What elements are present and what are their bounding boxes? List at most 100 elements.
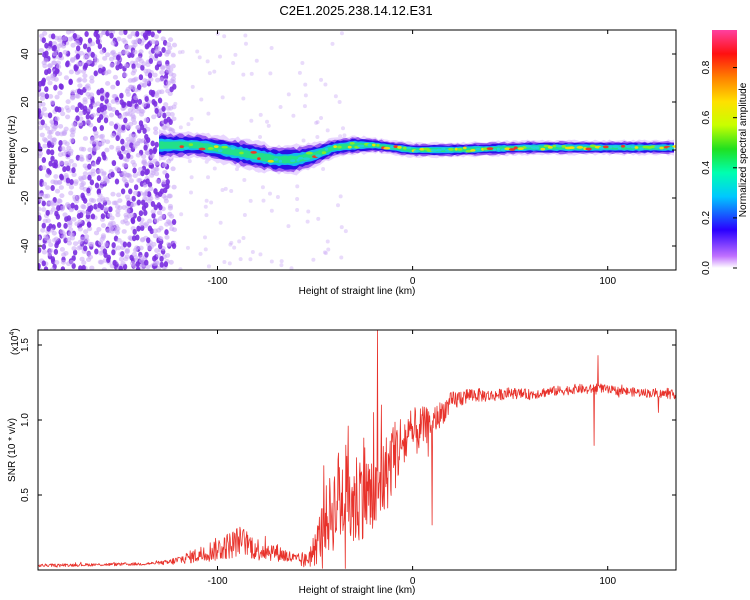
spectrogram-noise-point <box>119 92 124 99</box>
spectrogram-noise-point <box>150 31 155 38</box>
spectrogram-noise-point <box>154 141 159 148</box>
spectrogram-noise-point <box>84 30 89 37</box>
spectrogram-noise-point <box>110 220 116 226</box>
spectrogram-noise-point <box>39 33 45 39</box>
spectrogram-noise-point <box>139 124 145 131</box>
spectrogram-noise-point <box>115 135 120 142</box>
spectrogram-noise-point <box>100 179 106 185</box>
spectrogram-sparse-point <box>269 46 274 51</box>
spectrogram-noise-point <box>123 117 128 124</box>
spectrogram-noise-point <box>60 259 67 265</box>
spectrogram-noise-point <box>136 138 142 143</box>
spectrogram-noise-point <box>44 86 49 93</box>
spectrogram-xlabel: Height of straight line (km) <box>299 286 416 297</box>
spectrogram-noise-point <box>46 167 51 174</box>
spectrogram-noise-point <box>164 229 169 236</box>
spectrogram-band-blob <box>561 145 567 148</box>
spectrogram-noise-point <box>74 106 80 113</box>
spectrogram-noise-point <box>158 243 163 250</box>
spectrogram-noise-point <box>123 142 129 148</box>
spectrogram-noise-point <box>89 179 95 186</box>
spectrogram-noise-point <box>68 158 74 164</box>
spectrogram-noise-point <box>140 64 145 71</box>
spectrogram-noise-point <box>135 261 140 268</box>
spectrogram-noise-point <box>147 160 153 166</box>
spectrogram-noise-point <box>76 61 82 67</box>
spectrogram-band-blob <box>463 146 467 150</box>
spectrogram-band-blob <box>598 146 605 150</box>
spectrogram-noise-point <box>41 260 46 267</box>
spectrogram-noise-point <box>68 78 73 85</box>
spectrogram-noise-point <box>78 265 83 270</box>
spectrogram-noise-point <box>65 202 71 207</box>
spectrogram-noise-point <box>82 97 88 102</box>
spectrogram-noise-point <box>54 260 60 265</box>
spectrogram-noise-point <box>53 84 58 91</box>
spectrogram-noise-point <box>148 196 154 201</box>
spectrogram-noise-point <box>46 225 51 232</box>
spectrogram-noise-point <box>130 260 136 266</box>
spectrogram-noise-point <box>118 114 124 120</box>
spectrogram-band-blob <box>383 146 391 150</box>
spectrogram-sparse-point <box>204 213 209 218</box>
spectrogram-band-blob <box>530 146 538 149</box>
spectrogram-noise-point <box>71 126 77 132</box>
spectrogram-noise-point <box>141 61 147 67</box>
spectrogram-sparse-point <box>305 219 310 224</box>
spectrogram-sparse-point <box>321 167 326 172</box>
spectrogram-signal-band <box>159 129 676 176</box>
spectrogram-noise-point <box>144 259 149 266</box>
spectrogram-noise-point <box>38 153 42 159</box>
spectrogram-noise-point <box>118 63 123 70</box>
spectrogram-noise-point <box>55 213 61 220</box>
spectrogram-sparse-point <box>238 257 243 262</box>
spectrogram-noise-point <box>71 216 77 222</box>
spectrogram-noise-point <box>120 260 126 266</box>
spectrogram-noise-point <box>136 225 141 232</box>
spectrogram-band-blob <box>589 144 597 148</box>
spectrogram-noise-point <box>136 199 142 206</box>
spectrogram-noise-point <box>115 80 120 87</box>
spectrogram-noise-point <box>164 64 171 69</box>
spectrogram-band-blob <box>305 151 313 155</box>
colorbar-tick-label: 0.6 <box>701 110 712 124</box>
spectrogram-noise-point <box>158 236 164 242</box>
spectrogram-noise-point <box>58 139 63 146</box>
spectrogram-noise-point <box>69 95 76 101</box>
spectrogram-noise-point <box>75 53 81 60</box>
spectrogram-noise-point <box>47 200 53 205</box>
spectrogram-noise-point <box>126 152 131 159</box>
spectrogram-noise-point <box>46 148 51 155</box>
spectrogram-noise-point <box>71 162 78 168</box>
spectrogram-noise-point <box>74 93 80 99</box>
spectrogram-noise-point <box>50 73 56 79</box>
spectrogram-noise-point <box>170 63 176 69</box>
spectrogram-sparse-point <box>220 188 225 193</box>
spectrogram-noise-point <box>146 237 151 244</box>
spectrogram-sparse-point <box>279 263 284 268</box>
spectrogram-noise-point <box>126 241 132 248</box>
spectrogram-sparse-point <box>315 135 320 140</box>
spectrogram-noise-point <box>58 83 64 90</box>
spectrogram-noise-point <box>150 209 156 215</box>
spectrogram-noise-point <box>144 43 150 50</box>
spectrogram-noise-point <box>123 30 128 36</box>
spectrogram-noise-point <box>96 227 102 232</box>
spectrogram-noise-point <box>49 267 56 270</box>
snr-yscale-label: (x104) <box>9 328 21 355</box>
spectrogram-sparse-point <box>204 198 209 203</box>
spectrogram-noise-point <box>135 266 141 270</box>
spectrogram-band-blob <box>634 146 639 149</box>
spectrogram-noise-point <box>41 136 48 142</box>
spectrogram-sparse-point <box>323 82 328 87</box>
spectrogram-noise-point <box>82 175 88 181</box>
spectrogram-noise-point <box>42 143 48 149</box>
spectrogram-noise-point <box>167 37 174 43</box>
spectrogram-sparse-point <box>295 207 300 212</box>
spectrogram-noise-point <box>152 228 158 234</box>
spectrogram-noise-point <box>110 84 116 90</box>
spectrogram-noise-point <box>70 89 76 95</box>
spectrogram-noise-point <box>87 206 92 213</box>
spectrogram-noise-point <box>86 221 92 228</box>
spectrogram-noise-point <box>162 112 167 119</box>
